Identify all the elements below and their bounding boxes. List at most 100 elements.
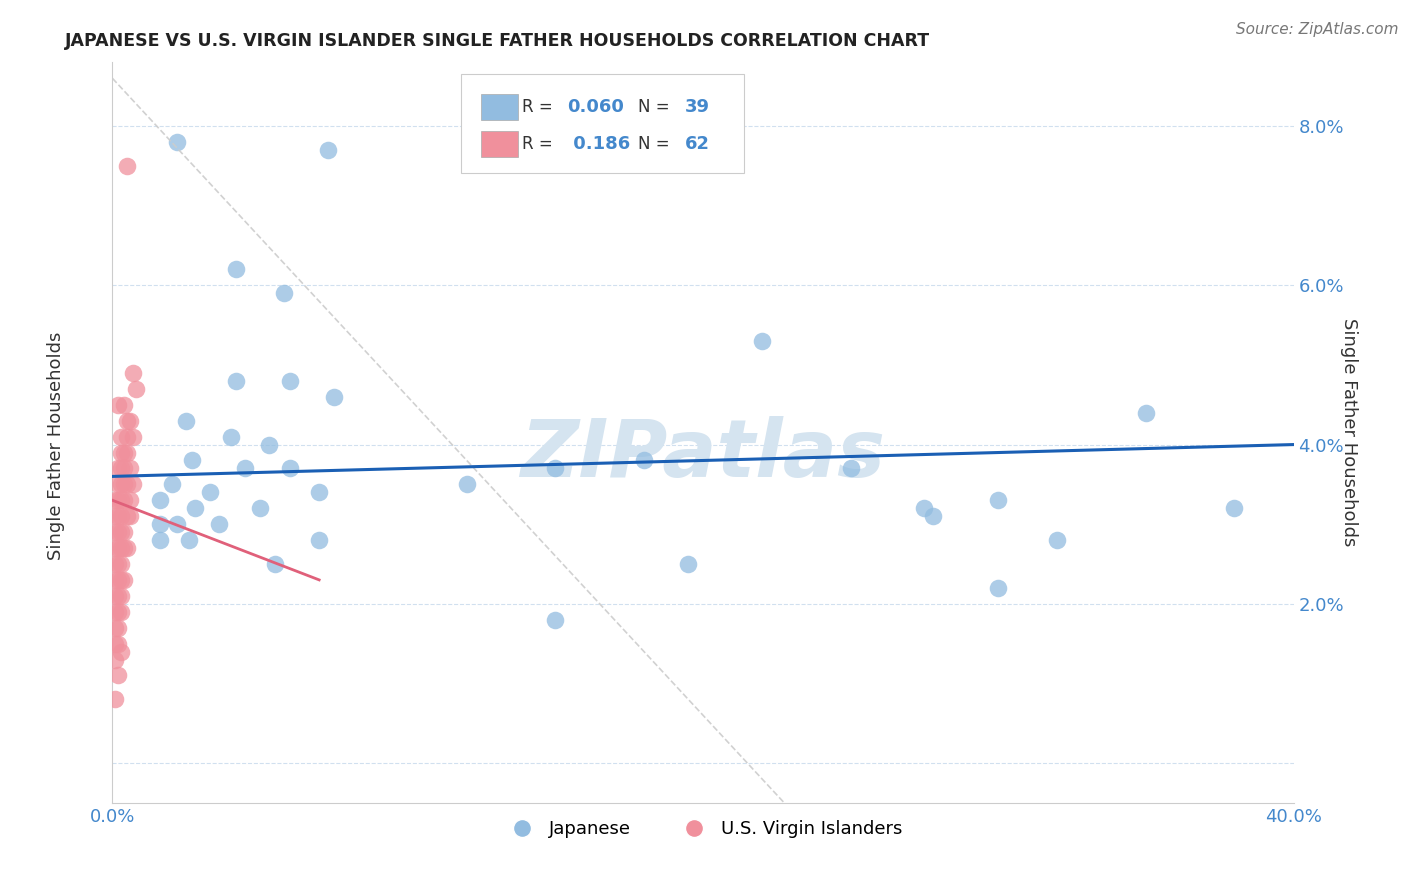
Point: [198, 485, 221, 500]
Point: [110, 429, 132, 443]
Point: [264, 557, 287, 571]
Point: [316, 143, 339, 157]
Point: [104, 541, 127, 555]
Point: [184, 501, 207, 516]
Point: [117, 477, 138, 491]
Point: [107, 637, 129, 651]
Point: [149, 493, 172, 508]
Text: Single Father Households: Single Father Households: [48, 332, 65, 560]
Point: [257, 437, 280, 451]
Point: [544, 613, 567, 627]
Point: [110, 605, 132, 619]
Point: [456, 477, 478, 491]
Point: [219, 429, 242, 443]
Point: [104, 589, 127, 603]
Point: [104, 509, 127, 524]
Text: N =: N =: [638, 135, 675, 153]
Point: [110, 461, 132, 475]
FancyBboxPatch shape: [481, 130, 517, 157]
Point: [987, 581, 1010, 595]
Point: [233, 461, 256, 475]
Point: [104, 621, 127, 635]
Point: [110, 557, 132, 571]
Point: [987, 493, 1010, 508]
Point: [125, 382, 148, 396]
Point: [104, 652, 127, 666]
Point: [120, 414, 142, 428]
Text: 39: 39: [685, 98, 710, 116]
Point: [107, 557, 129, 571]
Point: [179, 533, 201, 547]
Point: [107, 461, 129, 475]
Point: [1223, 501, 1246, 516]
Point: [174, 414, 197, 428]
Point: [107, 477, 129, 491]
Point: [112, 461, 135, 475]
Point: [107, 589, 129, 603]
Point: [110, 541, 132, 555]
Point: [149, 517, 172, 532]
FancyBboxPatch shape: [481, 94, 517, 120]
Point: [122, 366, 145, 380]
Point: [166, 517, 188, 532]
Point: [117, 414, 138, 428]
Point: [112, 573, 135, 587]
Point: [160, 477, 183, 491]
Point: [166, 135, 188, 149]
Point: [110, 589, 132, 603]
Point: [112, 541, 135, 555]
Point: [839, 461, 862, 475]
Point: [107, 525, 129, 540]
Point: [273, 286, 295, 301]
Point: [104, 525, 127, 540]
Point: [107, 605, 129, 619]
Point: [107, 493, 129, 508]
Legend: Japanese, U.S. Virgin Islanders: Japanese, U.S. Virgin Islanders: [496, 814, 910, 846]
Point: [922, 509, 945, 524]
Point: [149, 533, 172, 547]
Point: [208, 517, 231, 532]
Point: [120, 461, 142, 475]
Point: [112, 525, 135, 540]
Y-axis label: Single Father Households: Single Father Households: [1340, 318, 1358, 547]
Point: [678, 557, 700, 571]
Point: [308, 485, 330, 500]
Point: [249, 501, 271, 516]
Text: 62: 62: [685, 135, 710, 153]
Text: R =: R =: [522, 135, 558, 153]
Point: [914, 501, 936, 516]
Point: [117, 159, 138, 173]
Point: [110, 445, 132, 459]
Point: [225, 374, 247, 388]
Point: [278, 374, 301, 388]
Point: [110, 525, 132, 540]
Point: [104, 493, 127, 508]
Text: ZIPatlas: ZIPatlas: [520, 416, 886, 494]
Point: [544, 461, 567, 475]
Point: [110, 573, 132, 587]
Point: [117, 541, 138, 555]
Point: [110, 477, 132, 491]
Text: N =: N =: [638, 98, 675, 116]
Point: [112, 477, 135, 491]
Point: [104, 557, 127, 571]
Point: [104, 692, 127, 706]
Point: [1046, 533, 1069, 547]
Text: R =: R =: [522, 98, 558, 116]
Point: [104, 605, 127, 619]
Point: [308, 533, 330, 547]
Point: [225, 262, 247, 277]
Point: [181, 453, 204, 467]
Point: [107, 668, 129, 682]
Point: [104, 573, 127, 587]
Point: [110, 509, 132, 524]
FancyBboxPatch shape: [461, 73, 744, 173]
Point: [117, 445, 138, 459]
Point: [751, 334, 773, 348]
Point: [112, 493, 135, 508]
Point: [112, 398, 135, 412]
Point: [120, 493, 142, 508]
Point: [107, 398, 129, 412]
Point: [110, 644, 132, 658]
Text: JAPANESE VS U.S. VIRGIN ISLANDER SINGLE FATHER HOUSEHOLDS CORRELATION CHART: JAPANESE VS U.S. VIRGIN ISLANDER SINGLE …: [65, 32, 931, 50]
